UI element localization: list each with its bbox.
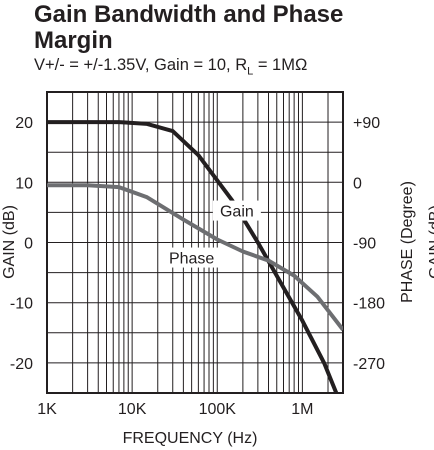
subtitle-subscript: L	[247, 65, 254, 78]
y-axis-label-left: GAIN (dB)	[1, 205, 18, 279]
series-label-bg-phase	[163, 247, 221, 268]
y-axis-label-right: PHASE (Degree)	[399, 181, 416, 303]
y-tick-label-left: 10	[15, 175, 33, 192]
y-tick-label-left: 20	[15, 115, 33, 132]
y-axis-label-right-clipped: GAIN (dB)	[427, 205, 434, 279]
series-line-gain	[47, 120, 339, 393]
x-tick-label: 10K	[118, 401, 147, 418]
series-line-phase	[47, 183, 343, 332]
y-tick-label-right: -90	[353, 236, 376, 253]
subtitle-suffix: = 1MΩ	[253, 56, 308, 74]
y-tick-label-right: +90	[353, 115, 380, 132]
y-tick-label-left: -20	[10, 356, 33, 373]
chart-subtitle: V+/- = +/-1.35V, Gain = 10, RL = 1MΩ	[34, 56, 424, 77]
x-tick-label: 1M	[291, 401, 313, 418]
y-tick-label-right: -180	[353, 296, 385, 313]
y-tick-label-right: -270	[353, 356, 385, 373]
x-tick-label: 1K	[37, 401, 57, 418]
series-label-gain: Gain	[220, 204, 254, 221]
x-tick-label: 100K	[199, 401, 237, 418]
chart-title: Gain Bandwidth and Phase Margin	[34, 1, 344, 54]
y-tick-label-right: 0	[353, 175, 362, 192]
y-tick-label-left: 0	[24, 236, 33, 253]
y-tick-label-left: -10	[10, 296, 33, 313]
plot-frame	[46, 91, 344, 394]
x-axis-label: FREQUENCY (Hz)	[123, 430, 258, 447]
series-label-phase: Phase	[169, 251, 214, 268]
series-label-bg-gain	[212, 200, 261, 221]
subtitle-text: V+/- = +/-1.35V, Gain = 10, R	[34, 56, 248, 74]
